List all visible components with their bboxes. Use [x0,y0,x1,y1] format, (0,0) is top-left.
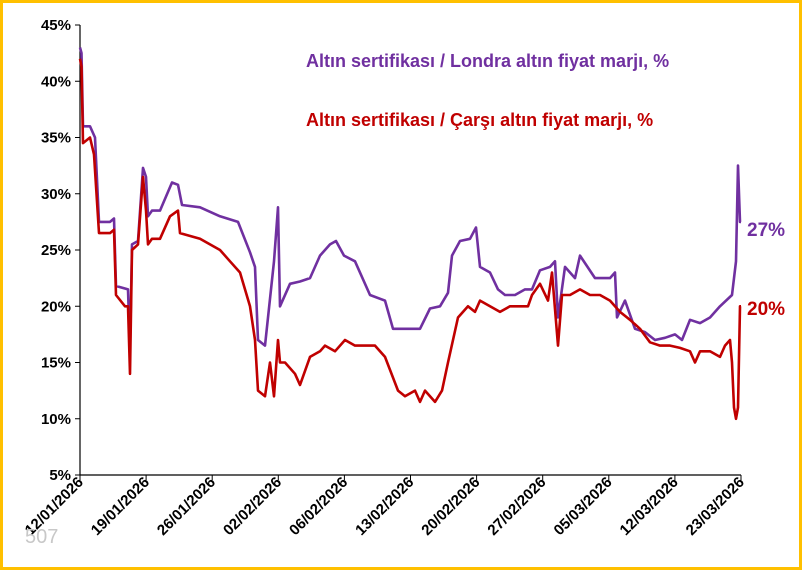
x-tick-label: 26/01/2026 [154,474,219,539]
y-tick-label: 10% [41,411,71,428]
y-tick-label: 40% [41,73,71,90]
y-tick-label: 45% [41,17,71,34]
margin-line-chart: 5% 10% 15% 20% 25% 30% 35% 40% 45% 12/01/2026 19/… [22,17,785,548]
y-tick-label: 15% [41,355,71,372]
y-tick-label: 35% [41,130,71,147]
y-axis-ticks: 5% 10% 15% 20% 25% 30% 35% 40% 45% [41,17,80,484]
x-tick-label: 05/03/2026 [551,474,616,539]
legend-entry-carsi: Altın sertifikası / Çarşı altın fiyat ma… [306,110,653,130]
x-tick-label: 02/02/2026 [220,474,285,539]
legend: Altın sertifikası / Londra altın fiyat m… [306,51,669,130]
legend-entry-londra: Altın sertifikası / Londra altın fiyat m… [306,51,669,71]
x-tick-label: 06/02/2026 [286,474,351,539]
x-tick-label: 13/02/2026 [352,474,417,539]
chart-frame: 5% 10% 15% 20% 25% 30% 35% 40% 45% 12/01/2026 19/… [3,3,799,567]
end-label-carsi: 20% [747,299,785,320]
watermark: 507 [25,526,58,548]
x-tick-label: 12/03/2026 [617,474,682,539]
end-label-londra: 27% [747,220,785,241]
x-tick-label: 23/03/2026 [683,474,748,539]
y-tick-label: 5% [49,467,71,484]
axes [79,25,741,476]
x-tick-label: 19/01/2026 [88,474,153,539]
series-line-londra [78,47,742,353]
x-axis-ticks: 12/01/2026 19/01/2026 26/01/2026 02/02/2026… [22,474,748,539]
y-tick-label: 30% [41,186,71,203]
x-tick-label: 27/02/2026 [484,474,549,539]
y-tick-label: 20% [41,298,71,315]
series-line-carsi [78,58,742,421]
x-tick-label: 20/02/2026 [418,474,483,539]
y-tick-label: 25% [41,242,71,259]
end-labels: 27% 20% [747,220,785,320]
series-lines [78,47,742,421]
